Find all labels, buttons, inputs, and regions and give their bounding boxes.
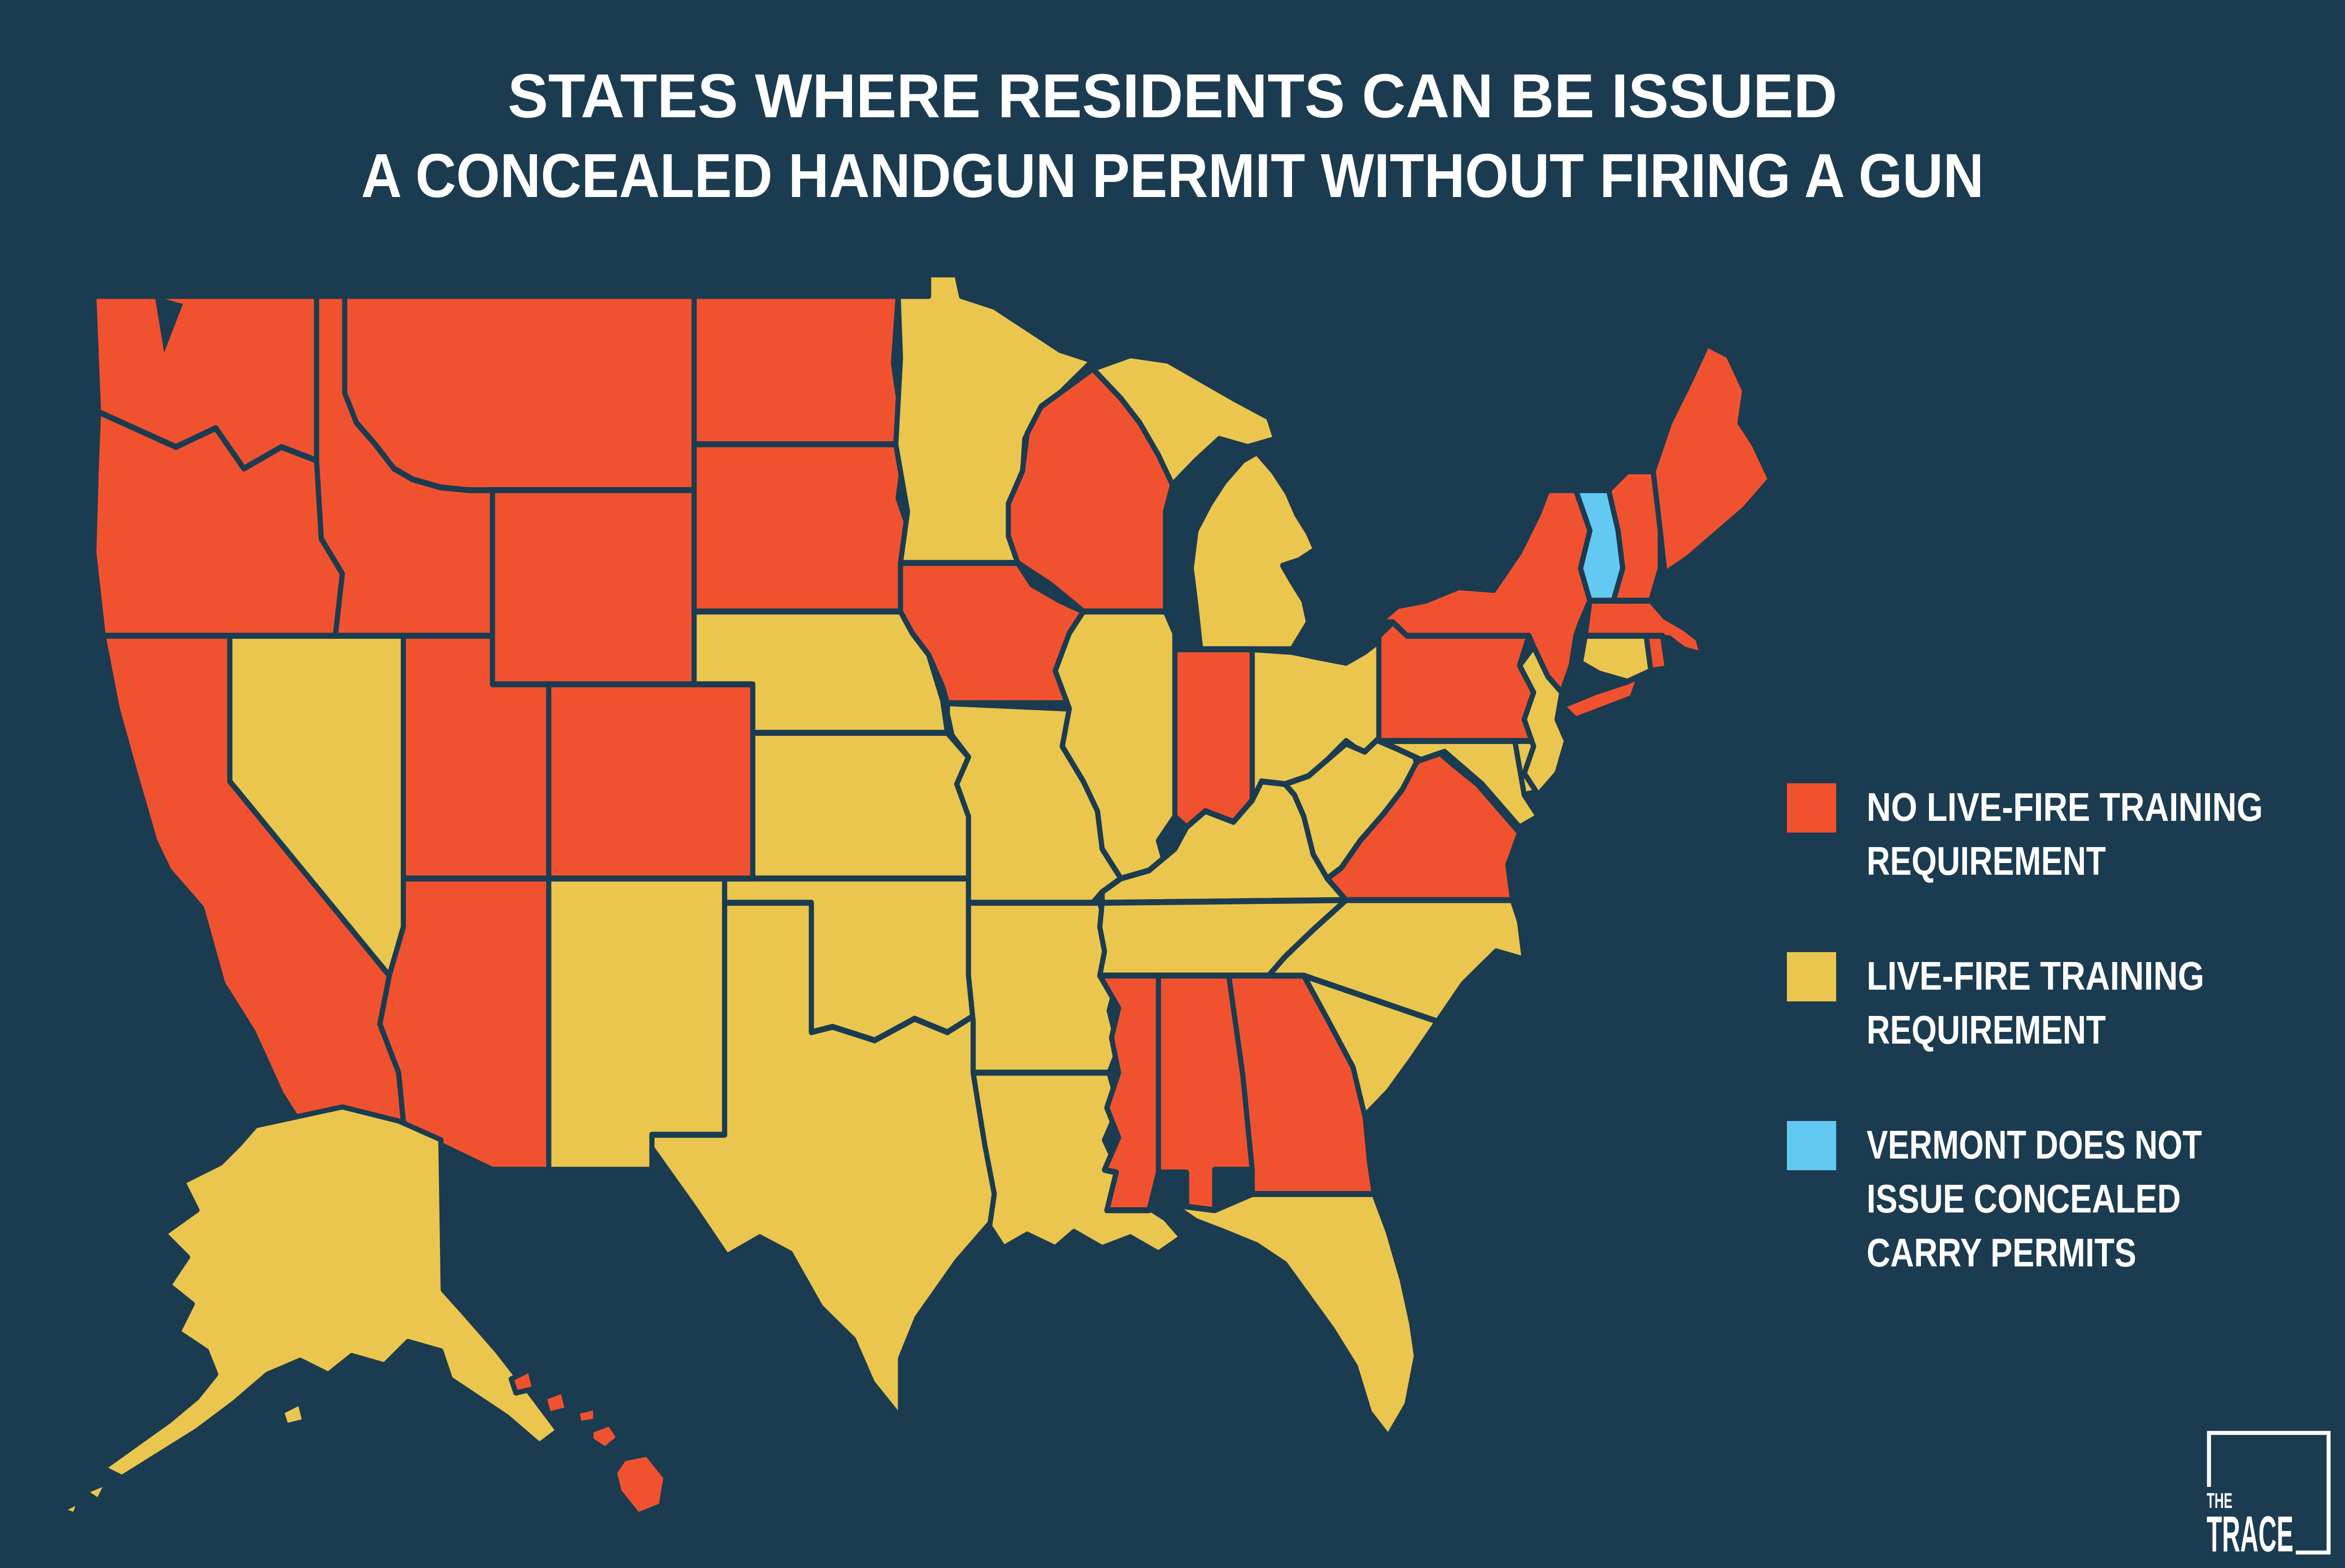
state-kansas <box>750 730 971 882</box>
state-indiana <box>1172 646 1255 831</box>
legend-label-line: LIVE-FIRE TRAINING <box>1867 954 2204 999</box>
legend-item-vermont: VERMONT DOES NOT ISSUE CONCEALED CARRY P… <box>1786 1121 2202 1275</box>
state-hawaii <box>508 1367 669 1518</box>
legend-label-line: REQUIREMENT <box>1867 1008 2106 1053</box>
legend-item-live-fire: LIVE-FIRE TRAINING REQUIREMENT <box>1786 952 2204 1053</box>
state-new-mexico <box>546 875 727 1173</box>
legend-label-line: ISSUE CONCEALED <box>1867 1177 2181 1221</box>
state-wyoming <box>490 487 697 688</box>
state-rhode-island <box>1643 633 1670 674</box>
legend-swatch-live-fire <box>1786 952 1836 1001</box>
logo-frame <box>2207 1431 2331 1555</box>
state-texas <box>649 900 997 1421</box>
state-arkansas <box>966 900 1121 1076</box>
us-map <box>91 271 1773 1440</box>
title-line-2: A CONCEALED HANDGUN PERMIT WITHOUT FIRIN… <box>361 141 1984 211</box>
state-california <box>100 633 406 1149</box>
state-colorado <box>546 681 756 882</box>
legend-label-line: NO LIVE-FIRE TRAINING <box>1867 785 2263 830</box>
state-new-hampshire <box>1606 468 1663 604</box>
legend-swatch-vermont <box>1786 1121 1836 1170</box>
state-north-carolina <box>1266 897 1527 1025</box>
state-south-dakota <box>691 441 915 615</box>
state-maine <box>1650 341 1773 577</box>
logo-trace: TRACE <box>2207 1506 2293 1562</box>
puget-sound-notch <box>155 295 183 353</box>
legend-item-no-live-fire: NO LIVE-FIRE TRAINING REQUIREMENT <box>1786 783 2263 884</box>
state-north-dakota <box>691 293 908 447</box>
trace-logo: THE TRACE <box>2207 1431 2331 1562</box>
legend-swatch-no-live-fire <box>1786 783 1836 833</box>
legend-label-line: CARRY PERMITS <box>1867 1231 2136 1275</box>
title-line-1: STATES WHERE RESIDENTS CAN BE ISSUED <box>508 61 1838 131</box>
legend-label-line: REQUIREMENT <box>1867 839 2106 884</box>
logo-the: THE <box>2207 1489 2232 1513</box>
alaska-hawaii-insets <box>58 1104 669 1518</box>
state-alaska <box>58 1104 561 1518</box>
legend: NO LIVE-FIRE TRAINING REQUIREMENT LIVE-F… <box>1786 783 2263 1275</box>
legend-label-line: VERMONT DOES NOT <box>1867 1123 2202 1167</box>
state-michigan <box>1090 352 1318 652</box>
state-pennsylvania <box>1376 619 1551 744</box>
state-florida <box>1170 1191 1419 1440</box>
state-montana <box>342 293 697 493</box>
